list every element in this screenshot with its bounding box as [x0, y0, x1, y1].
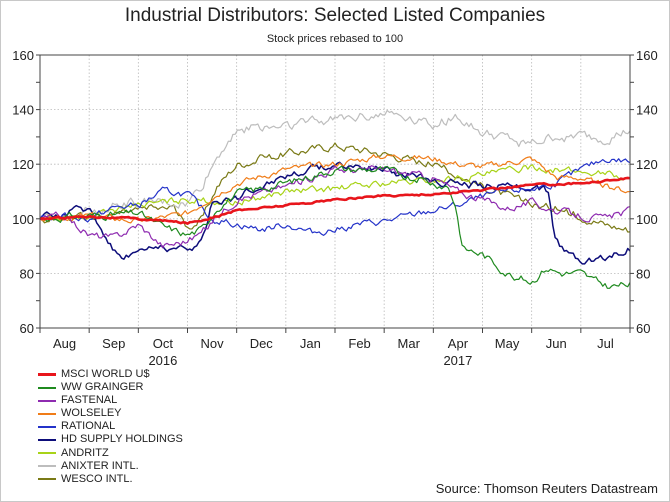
series-line-fastenal [39, 165, 631, 249]
y-tick-label-right: 80 [636, 266, 650, 281]
legend-swatch [38, 386, 56, 389]
x-tick-label: Jun [546, 336, 567, 351]
legend-label: ANDRITZ [61, 446, 109, 459]
x-tick-label: Apr [448, 336, 469, 351]
y-tick-label-right: 120 [636, 157, 658, 172]
y-tick-label-left: 100 [12, 212, 34, 227]
legend-entry: ANDRITZ [38, 447, 183, 460]
x-tick-label: Dec [250, 336, 274, 351]
y-tick-label-left: 140 [12, 103, 34, 118]
x-tick-label: May [495, 336, 520, 351]
legend-label: MSCI WORLD U$ [61, 368, 150, 380]
x-tick-label: Jan [300, 336, 321, 351]
chart-title: Industrial Distributors: Selected Listed… [124, 5, 546, 26]
plot-border [39, 54, 631, 329]
y-tick-label-left: 80 [20, 266, 34, 281]
y-tick-label-right: 160 [636, 48, 658, 63]
y-tick-label-left: 120 [12, 157, 34, 172]
legend-entry: MSCI WORLD U$ [38, 368, 183, 381]
legend-swatch [38, 452, 56, 455]
x-tick-label: Aug [53, 336, 76, 351]
legend-entry: WW GRAINGER [38, 381, 183, 394]
legend-label: FASTENAL [61, 394, 118, 407]
x-year-label: 2017 [443, 353, 472, 368]
chart-subtitle: Stock prices rebased to 100 [266, 33, 404, 45]
x-tick-label: Mar [398, 336, 421, 351]
legend-label: ANIXTER INTL. [61, 459, 139, 472]
legend-label: WW GRAINGER [61, 381, 144, 394]
legend-swatch [38, 439, 56, 442]
legend-entry: WESCO INTL. [38, 473, 183, 486]
source-note: Source: Thomson Reuters Datastream [435, 481, 658, 496]
legend-swatch [38, 478, 56, 481]
y-tick-label-right: 60 [636, 321, 650, 336]
legend-entry: FASTENAL [38, 394, 183, 407]
legend-swatch [38, 465, 56, 468]
y-tick-label-right: 100 [636, 212, 658, 227]
legend-swatch [38, 412, 56, 415]
legend-swatch [38, 373, 56, 377]
x-tick-label: Feb [348, 336, 370, 351]
y-tick-label-left: 160 [12, 48, 34, 63]
legend-entry: WOLSELEY [38, 407, 183, 420]
legend-entry: RATIONAL [38, 420, 183, 433]
legend-entry: ANIXTER INTL. [38, 460, 183, 473]
x-tick-label: Jul [597, 336, 614, 351]
y-tick-label-left: 60 [20, 321, 34, 336]
series-line-andritz [39, 164, 631, 222]
x-tick-label: Nov [201, 336, 225, 351]
series-line-wesco-intl [39, 142, 631, 233]
series-line-anixter-intl [39, 109, 631, 221]
x-tick-label: Sep [102, 336, 125, 351]
series-line-rational [39, 158, 631, 236]
legend-label: WOLSELEY [61, 407, 122, 420]
legend-label: HD SUPPLY HOLDINGS [61, 433, 183, 446]
legend: MSCI WORLD U$ WW GRAINGER FASTENAL WOLSELEY… [38, 368, 183, 486]
x-tick-label: Oct [153, 336, 174, 351]
legend-swatch [38, 425, 56, 428]
y-tick-label-right: 140 [636, 103, 658, 118]
legend-swatch [38, 399, 56, 402]
legend-label: RATIONAL [61, 420, 116, 433]
x-year-label: 2016 [148, 353, 177, 368]
series-line-msci-world-u [39, 176, 631, 225]
legend-entry: HD SUPPLY HOLDINGS [38, 433, 183, 446]
series-line-ww-grainger [39, 165, 631, 289]
legend-label: WESCO INTL. [61, 472, 133, 485]
